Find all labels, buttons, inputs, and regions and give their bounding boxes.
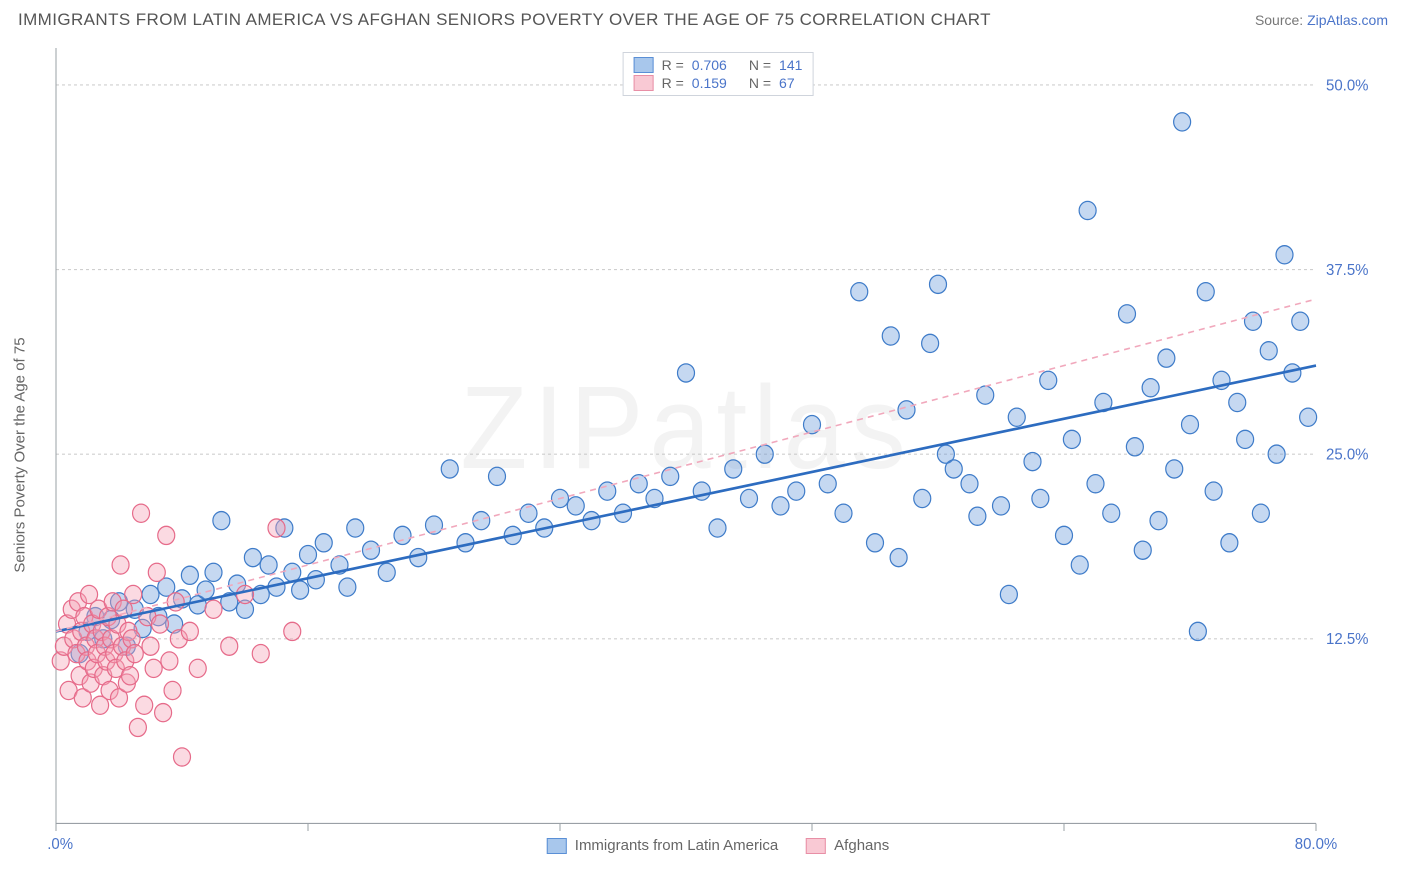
n-label: N =: [749, 57, 771, 73]
source-prefix: Source:: [1255, 12, 1307, 28]
svg-text:12.5%: 12.5%: [1326, 631, 1369, 649]
legend-label: Immigrants from Latin America: [575, 837, 778, 854]
legend-swatch-pink: [634, 75, 654, 91]
legend-item-latin: Immigrants from Latin America: [547, 837, 778, 854]
source-credit: Source: ZipAtlas.com: [1255, 12, 1388, 28]
legend-swatch-blue: [634, 57, 654, 73]
legend-row-blue: R = 0.706 N = 141: [634, 57, 803, 73]
r-label: R =: [662, 75, 684, 91]
legend-swatch-blue: [547, 838, 567, 854]
n-value: 67: [779, 75, 795, 91]
y-axis-title: Seniors Poverty Over the Age of 75: [12, 337, 29, 572]
n-value: 141: [779, 57, 802, 73]
source-link[interactable]: ZipAtlas.com: [1307, 12, 1388, 28]
n-label: N =: [749, 75, 771, 91]
svg-text:37.5%: 37.5%: [1326, 261, 1369, 279]
series-legend: Immigrants from Latin America Afghans: [547, 837, 889, 854]
r-value: 0.159: [692, 75, 727, 91]
svg-text:0.0%: 0.0%: [48, 836, 73, 854]
chart-title: IMMIGRANTS FROM LATIN AMERICA VS AFGHAN …: [18, 10, 991, 30]
legend-row-pink: R = 0.159 N = 67: [634, 75, 803, 91]
r-value: 0.706: [692, 57, 727, 73]
svg-text:50.0%: 50.0%: [1326, 77, 1369, 95]
correlation-legend: R = 0.706 N = 141 R = 0.159 N = 67: [623, 52, 814, 96]
scatter-chart: 12.5%25.0%37.5%50.0%0.0%80.0%ZIPatlas: [48, 48, 1388, 862]
r-label: R =: [662, 57, 684, 73]
legend-item-afghan: Afghans: [806, 837, 889, 854]
svg-text:80.0%: 80.0%: [1295, 836, 1338, 854]
legend-swatch-pink: [806, 838, 826, 854]
svg-text:25.0%: 25.0%: [1326, 446, 1369, 464]
legend-label: Afghans: [834, 837, 889, 854]
